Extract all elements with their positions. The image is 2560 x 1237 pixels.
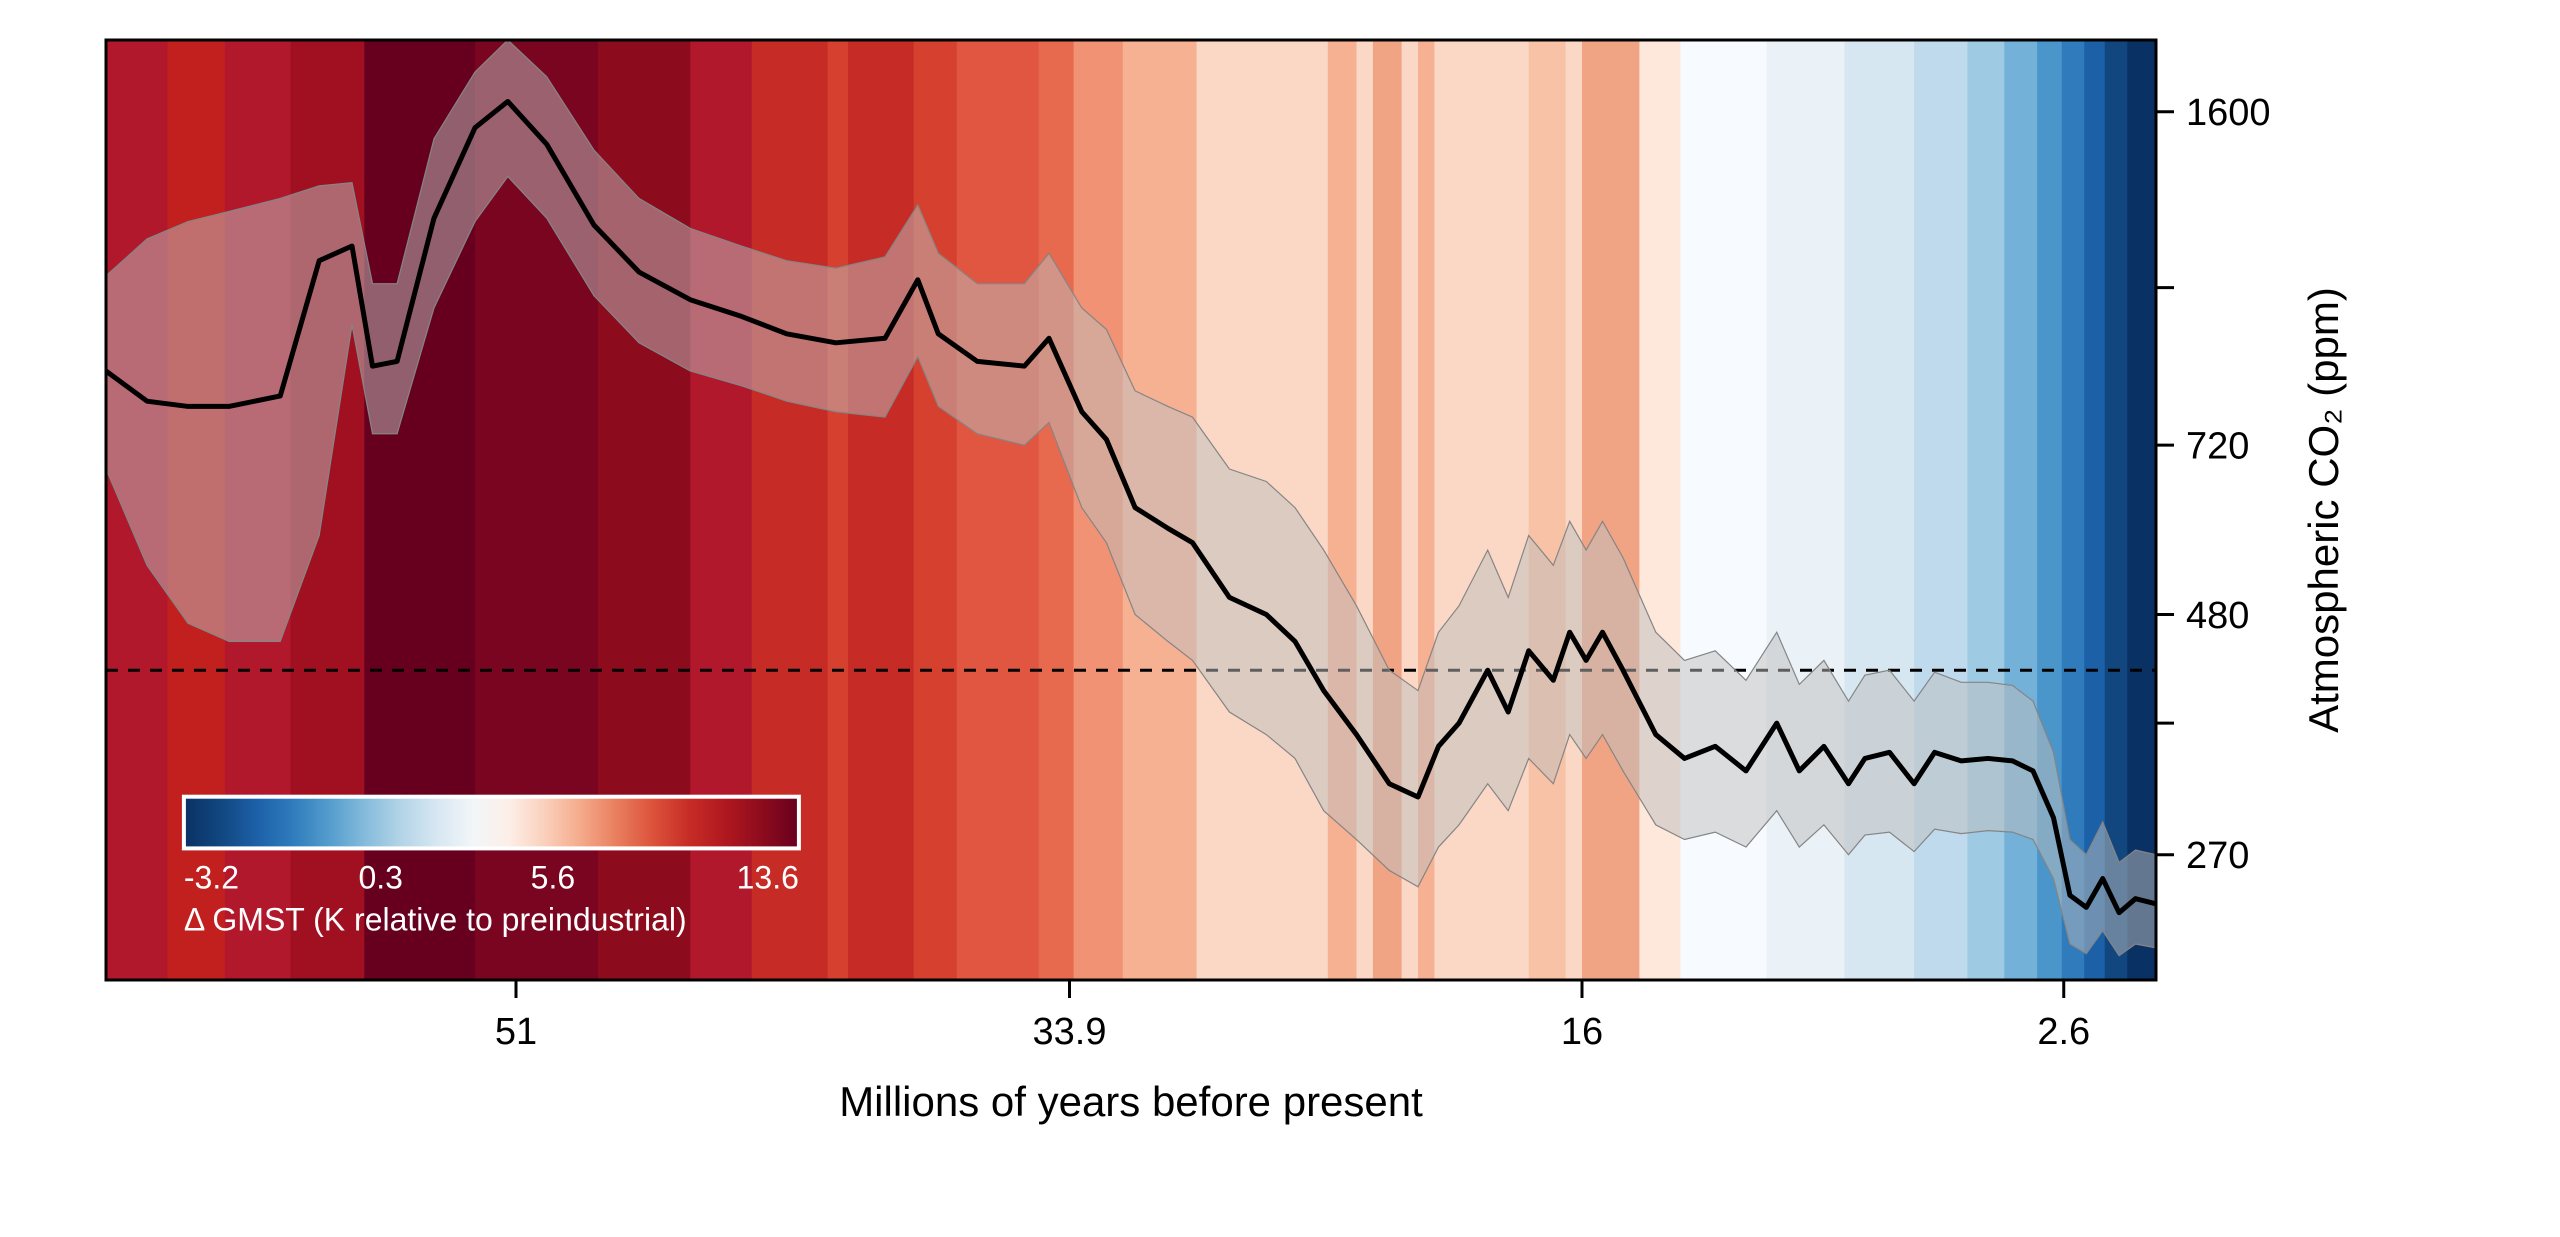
x-axis-label: Millions of years before present bbox=[839, 1078, 1423, 1125]
y-tick-label: 720 bbox=[2186, 425, 2249, 467]
y-tick-label: 270 bbox=[2186, 835, 2249, 877]
x-tick-label: 16 bbox=[1561, 1011, 1603, 1053]
legend-tick-label: 13.6 bbox=[737, 859, 799, 895]
x-tick-label: 51 bbox=[495, 1011, 537, 1053]
legend-tick-label: 0.3 bbox=[358, 859, 402, 895]
x-tick-label: 33.9 bbox=[1033, 1011, 1107, 1053]
x-tick-label: 2.6 bbox=[2037, 1011, 2090, 1053]
y-tick-label: 1600 bbox=[2186, 92, 2271, 134]
co2-gmst-chart: 51 33.9 16 2.6 Millions of years before pres… bbox=[0, 0, 2560, 1237]
y-tick-label: 480 bbox=[2186, 595, 2249, 637]
y-axis-label: Atmospheric CO₂ (ppm) bbox=[2300, 287, 2347, 733]
chart-container: 51 33.9 16 2.6 Millions of years before pres… bbox=[0, 0, 2560, 1237]
legend-tick-label: 5.6 bbox=[531, 859, 575, 895]
legend-tick-label: -3.2 bbox=[184, 859, 239, 895]
legend-label: Δ GMST (K relative to preindustrial) bbox=[184, 901, 687, 937]
